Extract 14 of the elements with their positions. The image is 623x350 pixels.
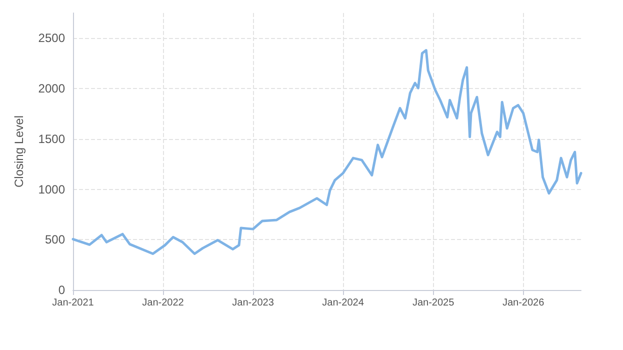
line-series (72, 49, 582, 255)
y-tick-label: 0 (58, 283, 66, 297)
y-tick-label: 1500 (38, 132, 66, 146)
x-tick-label: Jan-2023 (232, 298, 274, 308)
y-tick-label: 2000 (38, 82, 66, 96)
x-tick-label: Jan-2022 (142, 298, 184, 308)
x-tick-label: Jan-2026 (502, 298, 545, 308)
y-tick-label: 500 (44, 232, 66, 247)
y-tick-label: 1000 (38, 182, 66, 196)
x-tick-label: Jan-2025 (412, 298, 455, 308)
y-axis-title: Closing Level (12, 115, 26, 188)
y-tick-label: 2500 (38, 31, 66, 46)
x-tick-label: Jan-2024 (322, 298, 364, 308)
x-tick-label: Jan-2021 (52, 298, 94, 308)
